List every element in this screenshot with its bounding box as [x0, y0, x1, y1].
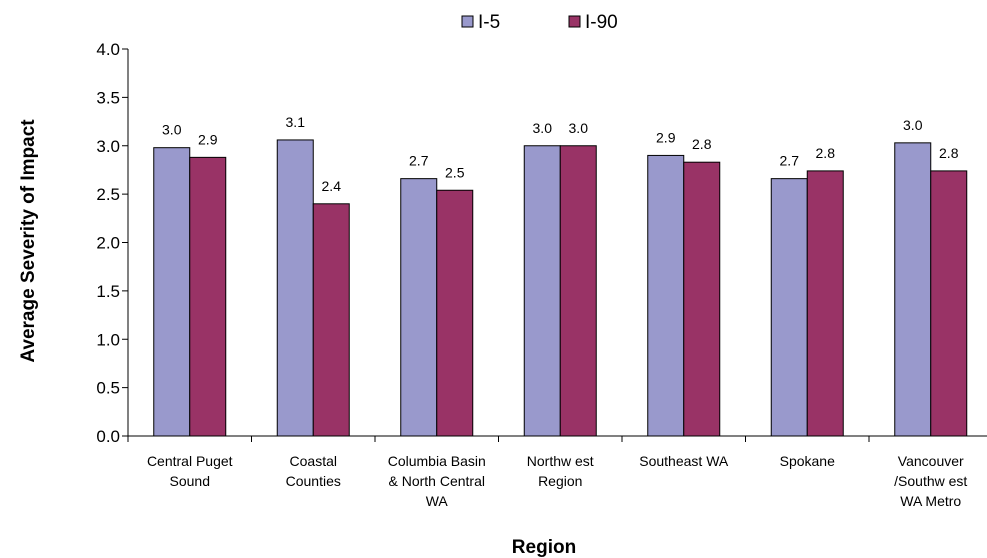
bar [312, 203, 350, 437]
y-tick-label: 3.0 [96, 137, 120, 156]
bar-value-label: 2.9 [198, 131, 218, 147]
x-axis-title: Region [512, 537, 576, 558]
bar-value-label: 2.4 [322, 178, 342, 194]
bar-value-label: 2.8 [939, 145, 959, 161]
bar-value-label: 3.0 [533, 120, 553, 136]
y-tick-label: 4.0 [96, 40, 120, 59]
y-tick-label: 1.5 [96, 282, 120, 301]
legend-swatch [461, 15, 474, 28]
bar-value-label: 2.5 [445, 164, 465, 180]
x-category-label: Vancouver/Southw est WA Metro [894, 453, 967, 509]
y-tick-label: 3.5 [96, 88, 120, 107]
bar [647, 154, 685, 437]
bar [770, 178, 808, 437]
x-category-label: Central Puget Sound [147, 453, 233, 489]
legend-label: I-90 [585, 12, 618, 33]
y-tick-label: 2.5 [96, 185, 120, 204]
x-category-label: Coastal Counties [286, 453, 341, 489]
y-tick-label: 2.0 [96, 234, 120, 253]
x-category-label: Southeast WA [639, 453, 729, 469]
bar [806, 170, 844, 437]
bar [523, 145, 561, 437]
bar-value-label: 2.8 [816, 145, 836, 161]
y-axis: 0.0 0.5 1.0 1.5 2.0 2.5 3.0 3.5 4.0 [96, 40, 129, 446]
y-tick-label: 1.0 [96, 330, 120, 349]
x-category-label: Spokane [780, 453, 835, 469]
bar [436, 189, 474, 437]
bar [400, 178, 438, 437]
bar-value-label: 3.0 [162, 122, 182, 138]
bar [189, 156, 227, 437]
y-axis-title: Average Severity of Impact [18, 119, 39, 363]
bar [153, 147, 191, 437]
x-category-label: Northw est Region [527, 453, 594, 489]
bar-value-label: 2.7 [780, 153, 800, 169]
bars: 3.0 3.1 2.7 3.0 2.9 2.7 3.0 2.9 2.4 2.5 3.0 2.8 2.8 2… [153, 114, 968, 437]
bar-value-label: 2.7 [409, 153, 429, 169]
bar [894, 142, 932, 437]
bar-value-label: 3.0 [569, 120, 589, 136]
x-axis: Central Puget Sound Coastal Counties Columbi… [127, 435, 987, 509]
legend-swatch [568, 15, 581, 28]
bar-value-label: 3.1 [286, 114, 306, 130]
legend: I-5 I-90 [461, 12, 618, 33]
x-category-label: Columbia Basin & North Central WA [388, 453, 486, 509]
bar-value-label: 3.0 [903, 117, 923, 133]
bar [559, 145, 597, 437]
bar-value-label: 2.9 [656, 129, 676, 145]
legend-label: I-5 [478, 12, 500, 33]
bar [683, 161, 721, 437]
y-tick-label: 0.0 [96, 427, 120, 446]
y-tick-label: 0.5 [96, 379, 120, 398]
bar [276, 139, 314, 437]
bar-value-label: 2.8 [692, 136, 712, 152]
bar [930, 170, 968, 437]
